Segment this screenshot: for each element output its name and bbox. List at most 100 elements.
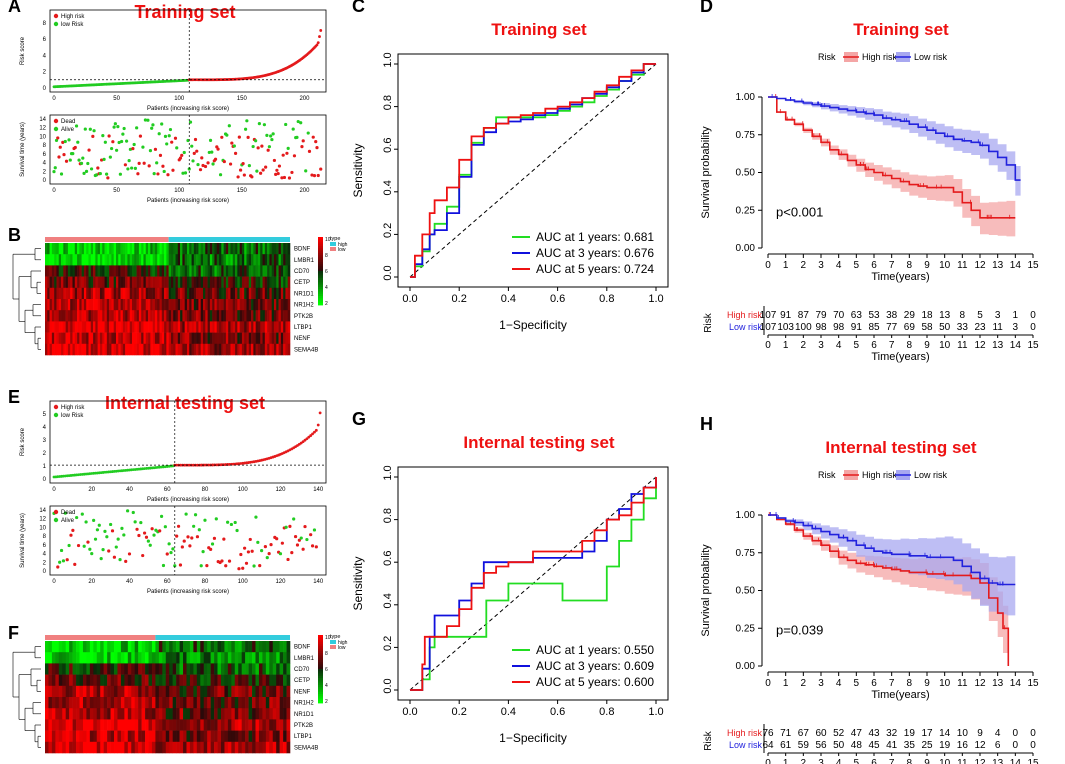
heat-cell bbox=[179, 685, 184, 698]
survival-point bbox=[110, 529, 115, 533]
survival-point bbox=[304, 169, 308, 173]
heat-cell bbox=[177, 310, 181, 322]
risk-point bbox=[316, 423, 320, 427]
heat-cell bbox=[173, 332, 176, 345]
heat-cell bbox=[200, 641, 205, 653]
heat-cell bbox=[217, 674, 222, 687]
heat-cell bbox=[235, 321, 238, 333]
y-tick: 0.0 bbox=[382, 678, 394, 693]
color-scale-step bbox=[318, 284, 323, 288]
surv-ytick: 0 bbox=[43, 569, 47, 575]
survival-point bbox=[112, 555, 116, 559]
survival-point bbox=[226, 520, 230, 524]
heat-cell bbox=[148, 730, 153, 743]
heat-cell bbox=[93, 332, 96, 345]
heat-cell bbox=[279, 697, 284, 709]
heat-cell bbox=[159, 332, 163, 345]
dendrogram bbox=[12, 248, 41, 350]
heat-cell bbox=[214, 310, 218, 322]
surv-ytick: 12 bbox=[39, 126, 46, 132]
heat-cell bbox=[253, 265, 256, 277]
heat-cell bbox=[191, 243, 195, 255]
heat-cell bbox=[86, 641, 91, 653]
heat-cell bbox=[196, 321, 199, 333]
heat-cell bbox=[138, 276, 142, 289]
heat-cell bbox=[182, 343, 185, 356]
heat-cell bbox=[150, 332, 153, 345]
color-scale-step bbox=[318, 664, 323, 668]
heat-cell bbox=[104, 321, 108, 333]
heat-cell bbox=[122, 310, 126, 322]
heat-cell bbox=[246, 332, 250, 345]
heat-cell bbox=[200, 310, 204, 322]
heat-cell bbox=[117, 641, 122, 653]
survival-point bbox=[54, 138, 59, 143]
heat-cell bbox=[102, 254, 105, 266]
risk-point bbox=[303, 438, 307, 442]
heat-cell bbox=[102, 243, 105, 255]
heat-cell bbox=[103, 685, 108, 698]
heat-cell bbox=[286, 697, 291, 709]
heat-cell bbox=[136, 254, 140, 266]
heat-cell bbox=[202, 265, 206, 277]
survival-point bbox=[103, 529, 107, 533]
heat-cell bbox=[193, 708, 198, 720]
survival-point bbox=[107, 549, 111, 553]
heat-cell bbox=[232, 287, 236, 300]
heat-cell bbox=[58, 674, 63, 687]
heat-cell bbox=[45, 287, 48, 300]
heat-cell bbox=[63, 310, 66, 322]
heat-cell bbox=[253, 310, 256, 322]
heat-cell bbox=[61, 332, 64, 345]
y-tick: 0.50 bbox=[736, 586, 756, 597]
heat-cell bbox=[131, 708, 136, 720]
heat-cell bbox=[150, 343, 153, 356]
heat-cell bbox=[260, 276, 263, 289]
heat-cell bbox=[93, 243, 96, 255]
heat-cell bbox=[287, 276, 291, 289]
heat-cell bbox=[90, 343, 94, 356]
heat-cell bbox=[260, 243, 263, 255]
heat-cell bbox=[95, 332, 98, 345]
heat-cell bbox=[244, 310, 247, 322]
heat-cell bbox=[164, 321, 167, 333]
heat-cell bbox=[221, 299, 224, 311]
heat-cell bbox=[159, 243, 163, 255]
heat-cell bbox=[278, 243, 282, 255]
heat-cell bbox=[165, 685, 170, 698]
heat-cell bbox=[258, 741, 263, 754]
heat-cell bbox=[189, 265, 192, 277]
y-tick: 0.6 bbox=[382, 138, 394, 153]
heat-cell bbox=[103, 697, 108, 709]
heat-cell bbox=[115, 299, 119, 311]
surv-xtick: 0 bbox=[52, 188, 56, 194]
heat-cell bbox=[48, 719, 53, 731]
heat-cell bbox=[267, 310, 270, 322]
legend-alive: Alive bbox=[61, 127, 75, 133]
heat-cell bbox=[262, 708, 267, 720]
heat-cell bbox=[111, 254, 114, 266]
heat-cell bbox=[251, 254, 254, 266]
heat-cell bbox=[255, 641, 260, 653]
heat-cell bbox=[205, 287, 208, 300]
heat-cell bbox=[129, 243, 133, 255]
x-tick: 12 bbox=[974, 678, 986, 689]
heat-cell bbox=[165, 652, 170, 664]
heat-cell bbox=[125, 332, 128, 345]
heat-cell bbox=[214, 663, 218, 675]
heat-cell bbox=[124, 697, 129, 709]
heat-cell bbox=[235, 310, 238, 322]
heat-cell bbox=[76, 708, 80, 720]
survival-point bbox=[59, 172, 64, 176]
heat-cell bbox=[219, 254, 222, 266]
color-scale-step bbox=[318, 273, 323, 276]
heat-cell bbox=[141, 719, 146, 731]
heat-cell bbox=[248, 265, 252, 277]
heat-cell bbox=[276, 243, 279, 255]
heat-cell bbox=[155, 697, 160, 709]
surv-xtick: 100 bbox=[238, 579, 249, 585]
heat-cell bbox=[214, 287, 218, 300]
survival-point bbox=[147, 164, 151, 168]
heat-cell bbox=[216, 243, 220, 255]
heat-cell bbox=[117, 697, 122, 709]
